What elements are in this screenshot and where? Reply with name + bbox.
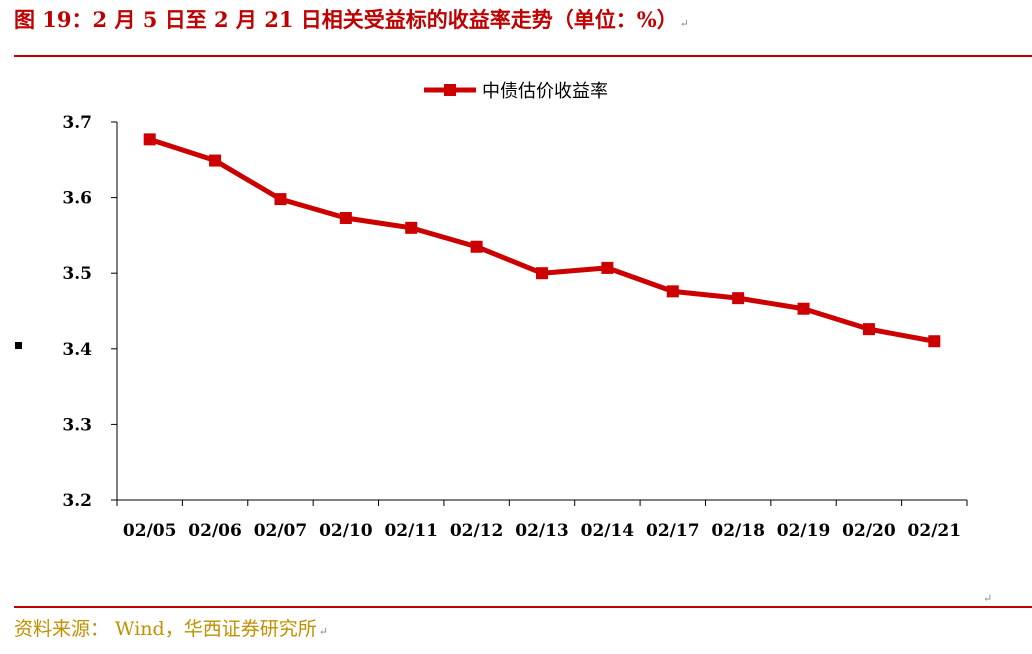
- bullet-mark: [15, 342, 22, 349]
- data-point: [666, 285, 679, 298]
- y-tick-label: 3.4: [62, 340, 92, 360]
- x-tick-label: 02/19: [777, 521, 831, 541]
- data-point: [536, 267, 548, 280]
- y-tick-label: 3.6: [62, 189, 92, 209]
- y-tick-label: 3.3: [62, 415, 92, 435]
- line-chart: 中债估价收益率 3.23.33.43.53.63.7 02/05 02/06 02/…: [62, 81, 968, 541]
- chart-axes: [116, 122, 967, 501]
- return-mark: ↵: [983, 592, 993, 605]
- data-point: [470, 240, 483, 253]
- source-text: 资料来源： Wind，华西证券研究所: [14, 618, 317, 640]
- data-point: [143, 133, 156, 146]
- data-point: [862, 323, 875, 336]
- x-tick-label: 02/06: [188, 521, 242, 541]
- x-tick-label: 02/11: [384, 521, 438, 541]
- legend-label: 中债估价收益率: [482, 81, 608, 102]
- y-tick-label: 3.7: [62, 113, 92, 133]
- legend-marker-swatch: [444, 84, 456, 96]
- y-axis-ticks: 3.2 3.3 3.4 3.5 3.6 3.7: [62, 113, 117, 511]
- x-tick-label: 02/18: [711, 521, 765, 541]
- series-line: [148, 137, 935, 344]
- source-note: 资料来源： Wind，华西证券研究所 ↵: [14, 614, 328, 641]
- x-tick-label: 02/10: [319, 521, 373, 541]
- data-point: [928, 335, 941, 348]
- chart-legend: 中债估价收益率: [424, 81, 608, 102]
- x-axis-ticks: 02/05 02/06 02/07 02/10 02/11 02/12 02/13 02/14…: [116, 500, 968, 541]
- x-tick-label: 02/07: [254, 521, 308, 541]
- data-point: [601, 261, 614, 274]
- data-point: [797, 302, 810, 315]
- return-mark: ↵: [679, 17, 689, 30]
- x-tick-label: 02/12: [450, 521, 504, 541]
- data-point: [274, 193, 287, 206]
- top-divider: [14, 55, 1032, 57]
- x-tick-label: 02/17: [646, 521, 700, 541]
- x-tick-label: 02/20: [842, 521, 896, 541]
- bottom-divider: [14, 606, 1032, 608]
- data-point: [209, 154, 222, 167]
- x-tick-label: 02/05: [123, 521, 177, 541]
- data-point: [405, 221, 418, 234]
- data-point: [339, 212, 352, 225]
- x-tick-label: 02/13: [515, 521, 569, 541]
- y-tick-label: 3.5: [62, 264, 92, 284]
- y-tick-label: 3.2: [62, 491, 92, 511]
- figure-title-text: 图 19：2 月 5 日至 2 月 21 日相关受益标的收益率走势（单位：%）: [14, 7, 678, 32]
- data-point: [732, 292, 745, 305]
- return-mark: ↵: [318, 625, 328, 638]
- x-tick-label: 02/21: [908, 521, 962, 541]
- figure-title: 图 19：2 月 5 日至 2 月 21 日相关受益标的收益率走势（单位：%） ↵: [14, 4, 689, 34]
- x-tick-label: 02/14: [581, 521, 635, 541]
- series-group: [143, 133, 941, 348]
